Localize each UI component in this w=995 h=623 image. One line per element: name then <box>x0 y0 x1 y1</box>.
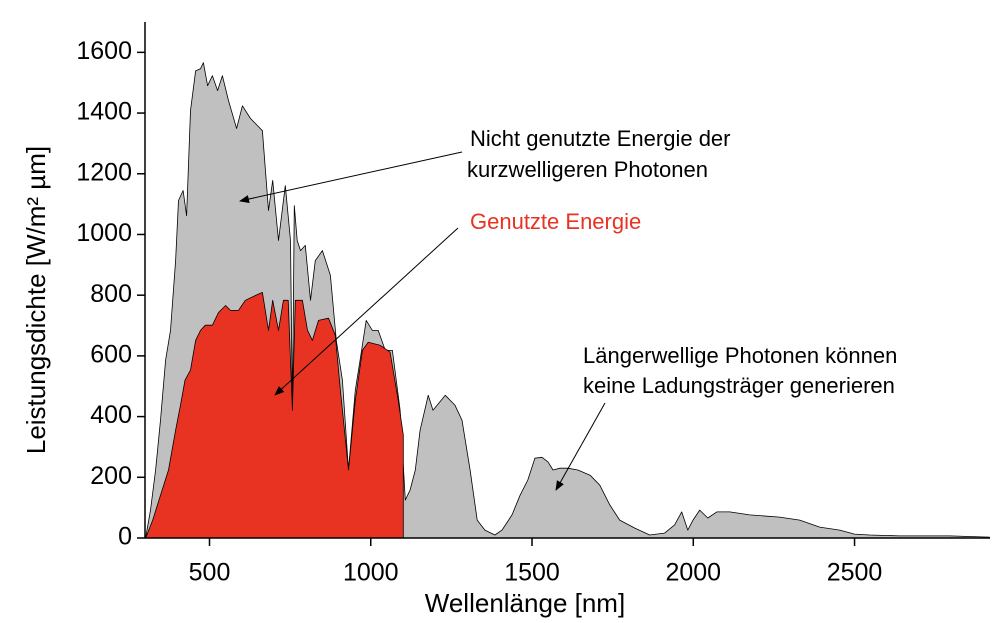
y-tick-label: 1200 <box>76 158 132 186</box>
x-tick-label: 1500 <box>504 559 560 587</box>
arrow <box>274 227 459 396</box>
y-tick-label: 1000 <box>76 219 132 247</box>
y-tick-label: 0 <box>118 523 132 551</box>
annotation: Genutzte Energie <box>470 209 641 234</box>
y-tick-label: 1600 <box>76 37 132 65</box>
y-tick-label: 800 <box>90 280 132 308</box>
x-tick-label: 500 <box>189 559 231 587</box>
plot-area <box>145 62 990 539</box>
arrow <box>555 402 606 491</box>
area <box>145 292 404 539</box>
x-tick-label: 2500 <box>827 559 883 587</box>
x-axis-label: Wellenlänge [nm] <box>425 588 625 618</box>
annotation: Längerwellige Photonen können <box>583 343 897 368</box>
annotation: kurzwelligeren Photonen <box>467 157 708 182</box>
y-tick-label: 200 <box>90 462 132 490</box>
y-tick-label: 1400 <box>76 98 132 126</box>
x-tick-label: 2000 <box>665 559 721 587</box>
y-axis-label: Leistungsdichte [W/m² µm] <box>21 146 51 454</box>
annotation: keine Ladungsträger generieren <box>583 373 895 398</box>
arrow <box>239 151 463 203</box>
x-tick-label: 1000 <box>343 559 399 587</box>
y-tick-label: 400 <box>90 401 132 429</box>
y-tick-label: 600 <box>90 340 132 368</box>
annotation: Nicht genutzte Energie der <box>470 126 731 151</box>
